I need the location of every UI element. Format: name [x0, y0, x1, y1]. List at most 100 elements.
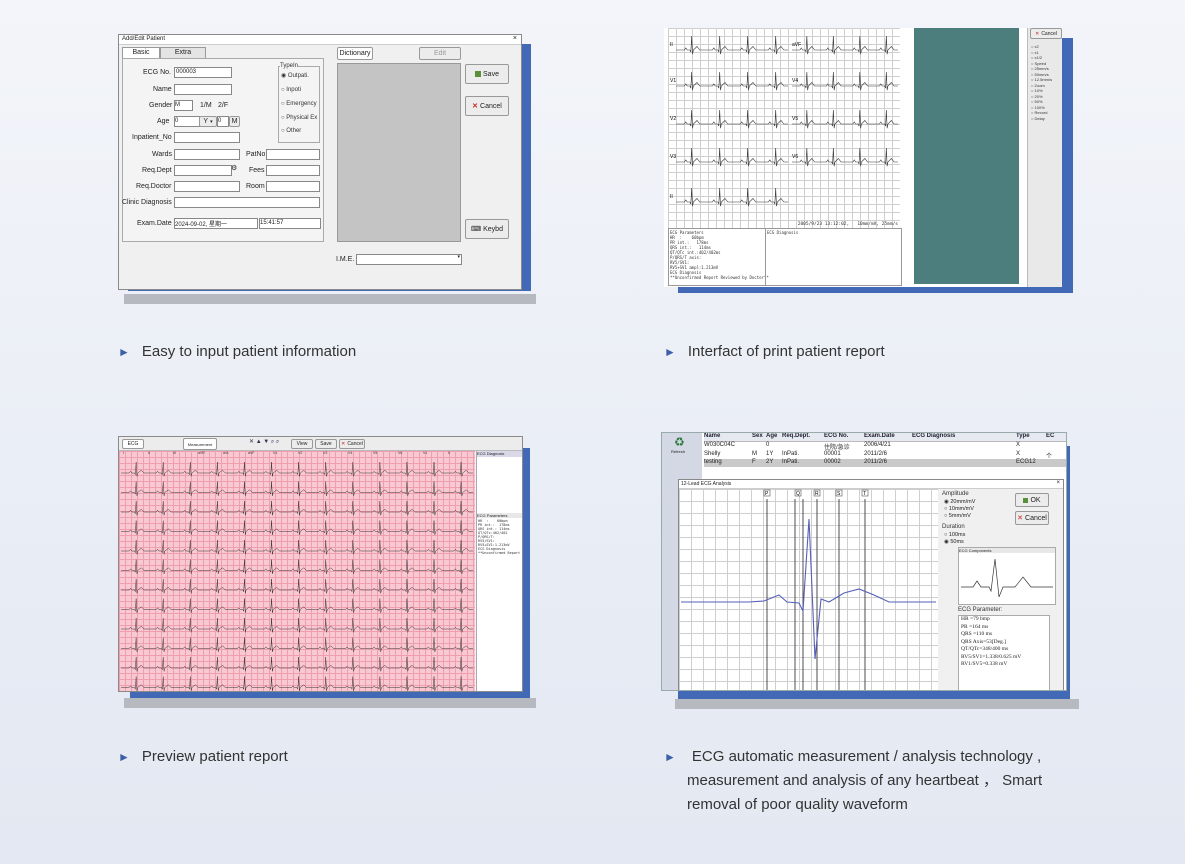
- caption-4-line2: measurement and analysis of any heartbea…: [687, 772, 1043, 789]
- typein-outpatient[interactable]: ◉ Outpati.: [281, 73, 309, 79]
- close-icon[interactable]: ×: [512, 35, 517, 42]
- table-row[interactable]: testing F 2Y InPati. 00002 2011/2/6 ECG12: [704, 459, 1066, 467]
- print-params-text: ECG Parameters HR : 60bpm PR int.: 178ms…: [670, 230, 769, 280]
- print-lead-trace-left: [676, 109, 788, 129]
- table-header-cell[interactable]: ECG No.: [824, 433, 849, 439]
- print-side-option[interactable]: ○ x2: [1031, 44, 1039, 49]
- cancel-button[interactable]: ✕ Cancel: [465, 96, 509, 116]
- exam-date-picker[interactable]: 2024-09-02, 星期一: [174, 218, 258, 229]
- caption-4: ► ECG automatic measurement / analysis te…: [664, 745, 1042, 817]
- print-side-option[interactable]: ○ x1: [1031, 49, 1039, 55]
- table-header-cell[interactable]: Req.Dept.: [782, 433, 811, 439]
- close-icon[interactable]: ×: [1056, 480, 1060, 486]
- radio-option[interactable]: ○ 10mm/mV: [944, 506, 974, 512]
- table-row[interactable]: W030C04C 0 住院/急诊 2006/4/21 X: [704, 442, 1066, 451]
- typein-emergency[interactable]: ○ Emergency: [281, 101, 317, 107]
- print-side-option[interactable]: ○ 10%: [1031, 88, 1043, 93]
- age-months-value: 0: [218, 118, 222, 124]
- table-cell: 00001: [824, 450, 841, 457]
- age-label: Age: [157, 118, 170, 125]
- gender-field[interactable]: M: [174, 100, 193, 111]
- preview-report-window: ECG Measurement ✕ ▲ ▼ ⌕ ⌕ View Save ✕ Can…: [118, 436, 523, 692]
- print-cancel-button[interactable]: ✕ Cancel: [1030, 28, 1062, 39]
- beat-marker-box[interactable]: [763, 489, 771, 497]
- preview-params-text: HR : 60bpm PR int.: 178ms QRS int.: 114m…: [478, 519, 521, 555]
- preview-save-button[interactable]: Save: [315, 439, 337, 449]
- inpatient-field[interactable]: [174, 132, 240, 143]
- radio-option[interactable]: ○ 5mm/mV: [944, 513, 971, 519]
- measurement-select[interactable]: Measurement: [183, 438, 217, 450]
- print-side-option[interactable]: ○ Record: [1031, 110, 1048, 115]
- ime-label: I.M.E.: [336, 256, 355, 263]
- age-months-field[interactable]: 0: [217, 116, 229, 127]
- name-field[interactable]: [174, 84, 232, 95]
- print-side-option[interactable]: ○ 20%: [1031, 93, 1043, 99]
- table-row[interactable]: Shelly M 1Y InPati. 00001 2011/2/6 X 个: [704, 450, 1066, 460]
- room-field[interactable]: [266, 181, 320, 192]
- print-side-option[interactable]: ○ Zoom: [1031, 82, 1045, 88]
- preview-params-tab[interactable]: ECG Parameters: [477, 513, 522, 518]
- edit-button[interactable]: Edit: [419, 47, 461, 60]
- recycle-icon[interactable]: ♻: [674, 435, 685, 449]
- print-side-option[interactable]: ○ Speed: [1031, 60, 1047, 66]
- save-button[interactable]: Save: [465, 64, 509, 84]
- print-side-option[interactable]: ○ Delay: [1031, 115, 1045, 121]
- components-trace: [961, 558, 1053, 598]
- toolbar-arrows-icon[interactable]: ✕ ▲ ▼ ⌕ ⌕: [249, 439, 280, 445]
- beat-marker-box[interactable]: [861, 489, 869, 497]
- print-lead-label: II: [670, 42, 673, 48]
- age-years-field[interactable]: 0: [174, 116, 200, 127]
- typein-other[interactable]: ○ Other: [281, 128, 302, 134]
- radio-option[interactable]: ○ 100ms: [944, 532, 966, 538]
- wards-field[interactable]: [174, 149, 240, 160]
- table-header-cell[interactable]: Exam.Date: [864, 433, 895, 439]
- age-unit-select[interactable]: Y ▾: [199, 116, 217, 127]
- typein-physical[interactable]: ○ Physical Ex: [281, 115, 318, 121]
- clinic-diagnosis-field[interactable]: [174, 197, 320, 208]
- ok-button[interactable]: OK: [1015, 493, 1049, 507]
- lead-header: II: [148, 451, 150, 455]
- analysis-cancel-button[interactable]: ✕ Cancel: [1015, 511, 1049, 525]
- print-side-option[interactable]: ○ 50%: [1031, 99, 1043, 104]
- dictionary-list[interactable]: [337, 63, 461, 242]
- ecg-no-field[interactable]: 000003: [174, 67, 232, 78]
- print-side-option[interactable]: ○ 100%: [1031, 104, 1045, 110]
- radio-option[interactable]: ◉ 50ms: [944, 539, 964, 545]
- lookup-icon[interactable]: ⚙: [231, 165, 238, 172]
- lead-header: aVL: [223, 451, 230, 455]
- print-lead-trace-right: [792, 35, 898, 55]
- ecg-button[interactable]: ECG: [122, 439, 144, 449]
- add-edit-patient-dialog: Add/Edit Patient × Basic Extra ECG No. 0…: [118, 34, 522, 290]
- tab-basic[interactable]: Basic: [122, 47, 160, 58]
- lead-header: V4: [348, 451, 353, 455]
- table-header-cell[interactable]: Sex: [752, 433, 763, 439]
- table-cell: 住院/急诊: [824, 445, 850, 451]
- view-button[interactable]: View: [291, 439, 313, 449]
- reqdept-field[interactable]: [174, 165, 232, 176]
- beat-marker-box[interactable]: [813, 489, 821, 497]
- exam-time-field[interactable]: 15:41:57: [259, 218, 321, 229]
- keyboard-button[interactable]: ⌨ Keybd: [465, 219, 509, 239]
- fees-field[interactable]: [266, 165, 320, 176]
- table-header-cell[interactable]: EC: [1046, 433, 1055, 439]
- beat-marker-box[interactable]: [794, 489, 802, 497]
- print-side-option[interactable]: ○ 50mm/s: [1031, 71, 1049, 77]
- reqdoctor-field[interactable]: [174, 181, 240, 192]
- print-side-option[interactable]: ○ x1/2: [1031, 55, 1043, 60]
- preview-cancel-button[interactable]: ✕ Cancel: [339, 439, 365, 449]
- print-side-option[interactable]: ○ 12.5mm/s: [1031, 77, 1053, 82]
- preview-lead-trace: [121, 656, 473, 672]
- ime-select[interactable]: ▾: [356, 254, 462, 265]
- beat-marker-box[interactable]: [835, 489, 843, 497]
- tab-extra[interactable]: Extra: [160, 47, 206, 58]
- table-header-cell[interactable]: Name: [704, 433, 721, 439]
- dictionary-tab[interactable]: Dictionary: [337, 47, 373, 60]
- radio-option[interactable]: ◉ 20mm/mV: [944, 499, 976, 505]
- table-header-cell[interactable]: ECG Diagnosis: [912, 433, 956, 439]
- age-months-unit[interactable]: M: [229, 116, 240, 127]
- table-header-cell[interactable]: Age: [766, 433, 778, 439]
- table-header-cell[interactable]: Type: [1016, 433, 1030, 439]
- print-side-option[interactable]: ○ 25mm/s: [1031, 66, 1049, 71]
- patno-field[interactable]: [266, 149, 320, 160]
- typein-inpatient[interactable]: ○ Inpoti: [281, 87, 301, 93]
